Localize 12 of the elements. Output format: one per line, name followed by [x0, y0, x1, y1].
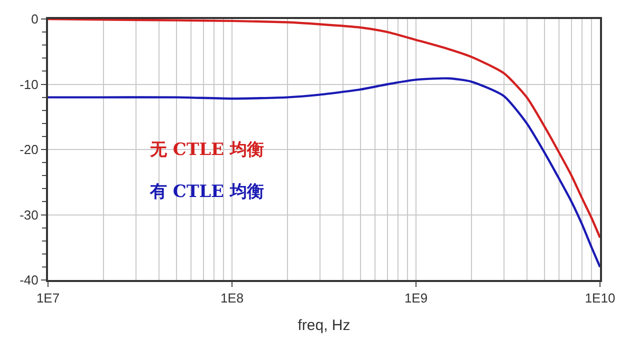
x-axis-title: freq, Hz: [298, 317, 350, 334]
y-tick-label: -30: [20, 207, 38, 222]
y-tick-label: -40: [20, 272, 38, 288]
y-tick-label: 0: [31, 12, 38, 27]
x-tick-label: 1E10: [584, 290, 616, 306]
text: 无 CTLE 均衡: [149, 140, 264, 160]
x-tick-label: 1E8: [220, 290, 244, 306]
x-tick-label: 1E9: [404, 290, 428, 306]
y-tick-label: -10: [20, 76, 38, 92]
x-tick-label: 1E7: [36, 290, 60, 306]
text: 有 CTLE 均衡: [149, 182, 264, 202]
y-tick-label: -20: [20, 142, 38, 158]
